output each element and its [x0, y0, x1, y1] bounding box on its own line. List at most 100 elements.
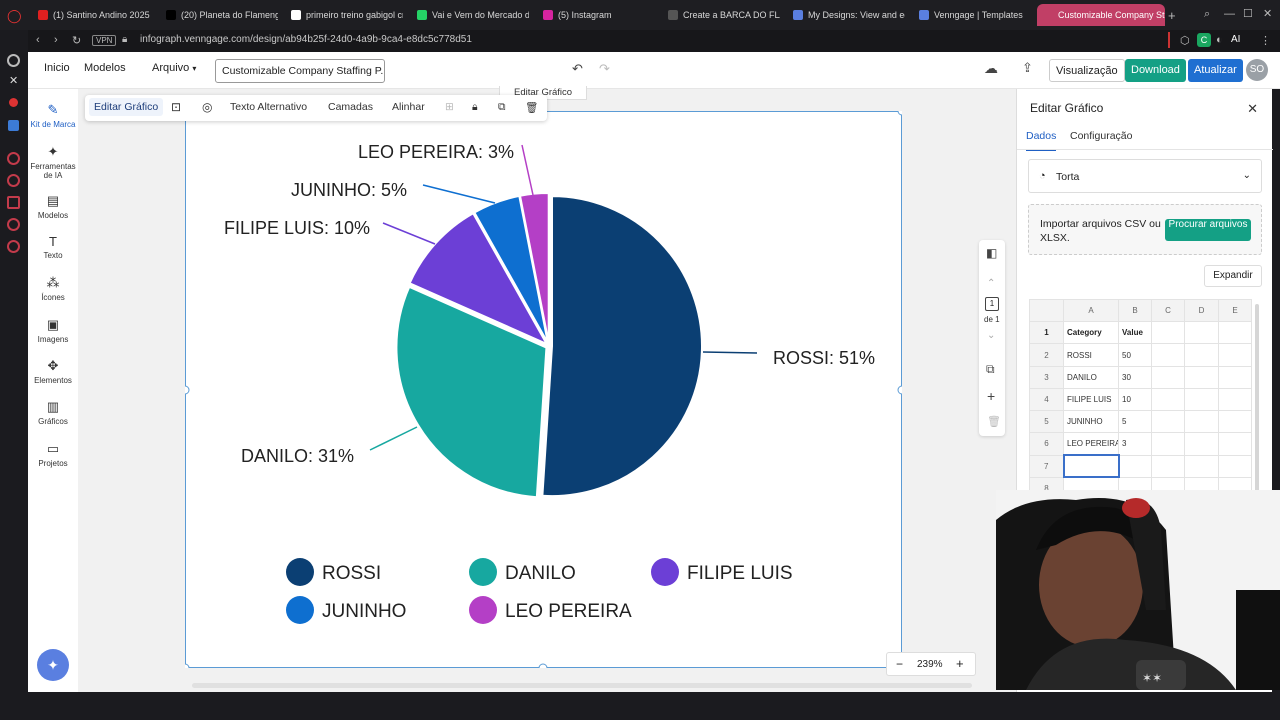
menu-icon[interactable]: ⋮ [1260, 35, 1271, 47]
x-icon[interactable]: ✕ [9, 75, 19, 87]
sheet-cell[interactable]: 50 [1118, 343, 1152, 367]
sheet-corner[interactable] [1029, 298, 1064, 323]
sheet-row-number[interactable]: 1 [1029, 321, 1064, 345]
browse-files-button[interactable]: Procurar arquivos [1165, 219, 1251, 241]
snapshot-icon[interactable]: ◐ [1216, 34, 1223, 46]
sheet-cell[interactable]: FILIPE LUIS [1063, 387, 1119, 412]
sheet-row-number[interactable]: 6 [1029, 432, 1064, 456]
sheet-cell[interactable]: DANILO [1063, 365, 1119, 389]
new-tab-icon[interactable]: + [1168, 8, 1176, 23]
sheet-cell[interactable] [1218, 343, 1252, 367]
sheet-col-header[interactable]: A [1063, 298, 1119, 323]
collapse-panel-icon[interactable]: ◧ [986, 246, 998, 260]
duplicate-page-icon[interactable]: ⧉ [986, 362, 995, 376]
data-label[interactable]: FILIPE LUIS: 10% [224, 218, 370, 238]
pie-chart[interactable]: ROSSI: 51% DANILO: 31% FILIPE LUIS: 10% JUN… [185, 111, 902, 668]
rail-item-text[interactable]: T Texto [28, 234, 78, 260]
sheet-cell[interactable] [1218, 410, 1252, 434]
ai-chat-icon[interactable]: ✦ [37, 649, 69, 681]
sheet-scrollbar[interactable] [1255, 304, 1259, 562]
workspace-icon[interactable] [8, 120, 19, 131]
minimize-icon[interactable]: — [1224, 8, 1235, 20]
zoom-value[interactable]: 239% [917, 659, 943, 670]
close-panel-icon[interactable]: ✕ [1247, 101, 1258, 116]
extensions-sidebar-icon[interactable] [7, 218, 20, 231]
expand-button[interactable]: Expandir [1204, 265, 1262, 287]
rail-item-templates[interactable]: ▤ Modelos [28, 193, 78, 220]
legend-label[interactable]: DANILO [505, 563, 576, 584]
sheet-cell[interactable] [1218, 454, 1252, 478]
rail-item-icons[interactable]: ⁂ Ícones [28, 275, 78, 302]
rail-item-charts[interactable]: ▥ Gráficos [28, 399, 78, 426]
legend-label[interactable]: JUNINHO [322, 601, 406, 622]
chart-type-select[interactable]: ◔ Torta ⌄ [1028, 159, 1262, 193]
alt-text-icon[interactable]: ◎ [202, 100, 213, 114]
sheet-cell[interactable]: 5 [1118, 410, 1152, 434]
nav-home[interactable]: Inicio [44, 62, 70, 74]
sheet-col-header[interactable]: B [1118, 298, 1152, 323]
sheet-col-header[interactable]: D [1184, 298, 1219, 323]
chatgpt-icon[interactable] [7, 54, 20, 67]
extensions-icon[interactable]: ⬡ [1180, 35, 1190, 47]
data-label[interactable]: DANILO: 31% [241, 446, 354, 466]
sheet-cell[interactable] [1184, 321, 1219, 345]
browser-tab[interactable]: Customizable Company St✕ [1037, 4, 1165, 26]
delete-page-icon[interactable]: 🗑︎ [987, 416, 1001, 428]
sheet-row-number[interactable]: 3 [1029, 365, 1064, 389]
group-icon[interactable]: ⊞ [445, 101, 454, 113]
legend-label[interactable]: LEO PEREIRA [505, 601, 632, 622]
resize-handle[interactable] [185, 385, 190, 395]
rail-item-projects[interactable]: ▭ Projetos [28, 441, 78, 468]
sheet-row-number[interactable]: 2 [1029, 343, 1064, 367]
youtube-icon[interactable] [9, 98, 18, 107]
sheet-cell[interactable] [1184, 365, 1219, 389]
history-icon[interactable] [7, 152, 20, 165]
sheet-cell[interactable] [1218, 321, 1252, 345]
trash-icon[interactable]: 🗑︎ [525, 102, 539, 114]
sheet-cell[interactable] [1218, 387, 1252, 412]
document-title-field[interactable]: Customizable Company Staffing P... [215, 59, 385, 83]
sheet-row-number[interactable]: 5 [1029, 410, 1064, 434]
tab-data[interactable]: Dados [1026, 130, 1057, 151]
legend-label[interactable]: FILIPE LUIS [687, 563, 793, 584]
sheet-cell[interactable]: JUNINHO [1063, 410, 1119, 434]
rail-item-elements[interactable]: ✥ Elementos [28, 358, 78, 385]
ai-assistant-label[interactable]: AI [1231, 34, 1241, 45]
browser-tab[interactable]: primeiro treino gabigol cr [285, 4, 403, 26]
cloud-sync-icon[interactable]: ☁ [984, 60, 998, 76]
rail-item-brand-kit[interactable]: ✎ Kit de Marca [28, 102, 78, 129]
avatar[interactable]: SO [1246, 59, 1268, 81]
sheet-cell[interactable] [1151, 410, 1185, 434]
sheet-cell[interactable]: 10 [1118, 387, 1152, 412]
sheet-col-header[interactable]: C [1151, 298, 1185, 323]
sheet-cell[interactable] [1062, 454, 1120, 479]
resize-handle[interactable] [538, 663, 548, 668]
sheet-col-header[interactable]: E [1218, 298, 1252, 323]
horizontal-scrollbar[interactable] [192, 683, 972, 688]
sheet-cell[interactable]: 30 [1118, 365, 1152, 389]
data-label[interactable]: LEO PEREIRA: 3% [358, 142, 514, 162]
pie-slice-danilo[interactable] [395, 285, 548, 499]
zoom-out-icon[interactable]: − [896, 657, 904, 671]
sheet-cell[interactable]: Value [1118, 321, 1152, 345]
undo-icon[interactable]: ↶ [572, 61, 583, 76]
data-label[interactable]: ROSSI: 51% [773, 348, 875, 368]
duplicate-icon[interactable]: ⧉ [498, 101, 506, 113]
resize-handle[interactable] [897, 385, 902, 395]
browser-tab[interactable]: (20) Planeta do Flamengo [160, 4, 278, 26]
close-window-icon[interactable]: ✕ [1263, 8, 1273, 20]
redo-icon[interactable]: ↷ [599, 61, 610, 76]
sheet-cell[interactable] [1118, 454, 1152, 478]
download-button[interactable]: Download [1125, 59, 1186, 82]
preview-button[interactable]: Visualização [1049, 59, 1125, 82]
crop-icon[interactable]: ⊡ [171, 100, 182, 114]
zoom-in-icon[interactable]: + [956, 656, 964, 671]
extension-c-icon[interactable]: C [1197, 33, 1211, 47]
sheet-cell[interactable] [1151, 454, 1185, 478]
nav-models[interactable]: Modelos [84, 62, 126, 74]
data-label[interactable]: JUNINHO: 5% [291, 180, 407, 200]
tab-config[interactable]: Configuração [1070, 130, 1133, 142]
sheet-cell[interactable] [1184, 387, 1219, 412]
align-button[interactable]: Alinhar [392, 101, 425, 113]
pie-slice-leo-pereira[interactable] [518, 192, 550, 344]
